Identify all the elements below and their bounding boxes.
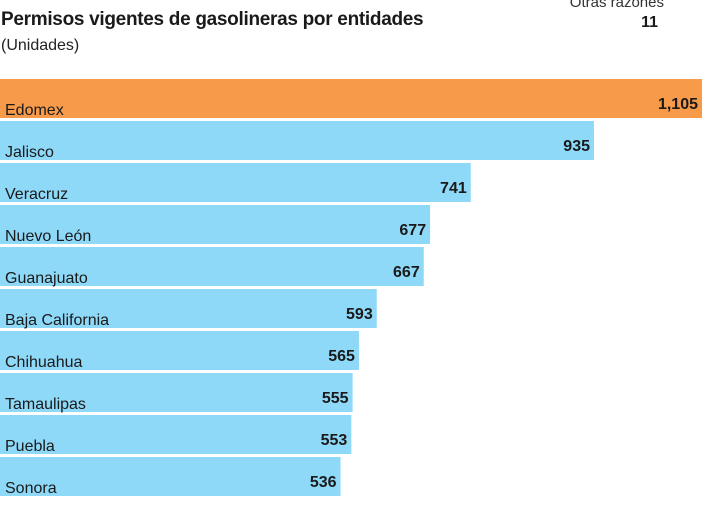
category-label: Puebla <box>5 438 55 455</box>
chart-subtitle: (Unidades) <box>1 37 80 54</box>
bar-6 <box>0 331 359 370</box>
value-label: 555 <box>322 390 349 407</box>
bar-4 <box>0 247 424 286</box>
bar-0 <box>0 79 702 118</box>
category-label: Sonora <box>5 480 57 497</box>
category-label: Edomex <box>5 102 64 119</box>
bar-1 <box>0 121 594 160</box>
bar-2 <box>0 163 471 202</box>
category-label: Tamaulipas <box>5 396 86 413</box>
bar-8 <box>0 415 352 454</box>
category-label: Guanajuato <box>5 270 88 287</box>
value-label: 667 <box>393 264 420 281</box>
category-label: Nuevo León <box>5 228 91 245</box>
category-label: Baja California <box>5 312 109 329</box>
value-label: 565 <box>328 348 355 365</box>
other-reasons-label: Otras razones <box>569 0 664 11</box>
value-label: 1,105 <box>658 96 698 113</box>
bar-9 <box>0 457 341 496</box>
bar-5 <box>0 289 377 328</box>
other-reasons-value: 11 <box>641 14 658 31</box>
value-label: 536 <box>310 474 337 491</box>
bar-3 <box>0 205 431 244</box>
value-label: 935 <box>563 138 590 155</box>
value-label: 553 <box>321 432 348 449</box>
value-label: 741 <box>440 180 467 197</box>
value-label: 677 <box>399 222 426 239</box>
bar-7 <box>0 373 353 412</box>
category-label: Jalisco <box>5 144 54 161</box>
category-label: Veracruz <box>5 186 68 203</box>
category-label: Chihuahua <box>5 354 83 371</box>
chart-title: Permisos vigentes de gasolineras por ent… <box>1 9 424 30</box>
value-label: 593 <box>346 306 373 323</box>
